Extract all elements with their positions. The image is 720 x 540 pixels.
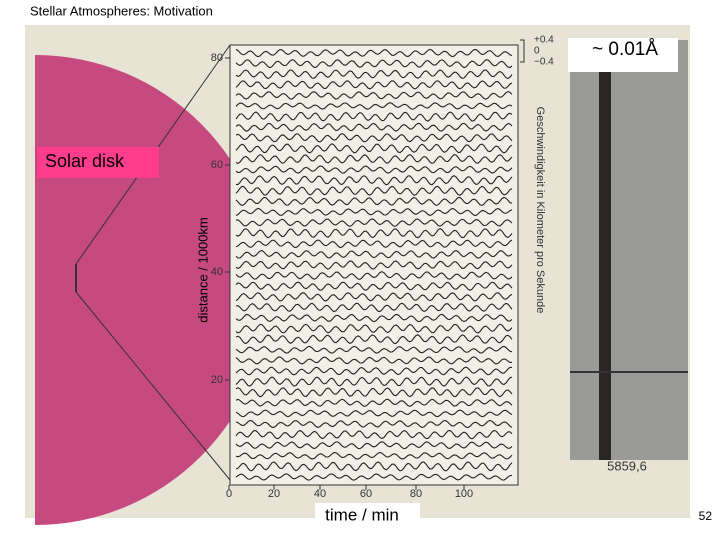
spectrum-panel xyxy=(570,40,688,460)
wavelength-label: 5859,6 xyxy=(607,458,647,473)
velocity-trace xyxy=(235,48,513,58)
zoom-line xyxy=(75,291,231,481)
velocity-trace xyxy=(235,409,513,418)
velocity-trace xyxy=(235,313,513,323)
scale-tick-label: +0.4 xyxy=(534,35,554,46)
velocity-trace xyxy=(235,387,513,398)
label-box xyxy=(568,38,678,72)
slide-title: Stellar Atmospheres: Motivation xyxy=(30,3,213,18)
velocity-trace xyxy=(235,376,513,387)
velocity-trace xyxy=(235,260,513,270)
disk-label: Solar disk xyxy=(45,151,125,171)
velocity-trace xyxy=(235,80,513,90)
absorption-line xyxy=(599,40,611,460)
y-tick-label: 20 xyxy=(211,374,223,386)
velocity-trace xyxy=(235,102,513,110)
x-tick-label: 100 xyxy=(455,488,473,500)
velocity-trace xyxy=(235,218,513,227)
scale-tick-label: 0 xyxy=(534,46,540,57)
velocity-trace xyxy=(235,356,513,365)
x-tick-label: 0 xyxy=(226,488,232,500)
scale-label: Geschwindigkeit in Kilometer pro Sekunde xyxy=(534,107,546,314)
x-tick-label: 40 xyxy=(314,488,326,500)
velocity-trace xyxy=(235,132,513,143)
velocity-trace xyxy=(235,419,513,429)
velocity-trace xyxy=(235,143,513,154)
x-tick-label: 20 xyxy=(268,488,280,500)
velocity-trace xyxy=(235,90,513,100)
velocity-trace xyxy=(235,302,513,313)
velocity-trace xyxy=(235,473,513,481)
spectrum-label: ~ 0.01Å xyxy=(592,39,658,60)
y-tick-label: 60 xyxy=(211,159,223,171)
velocity-trace xyxy=(235,461,513,472)
velocity-trace xyxy=(235,59,513,69)
velocity-trace xyxy=(235,345,513,354)
scale-tick-label: −0.4 xyxy=(534,57,554,68)
x-axis-label: time / min xyxy=(325,505,399,524)
velocity-trace xyxy=(235,153,513,165)
y-tick-label: 80 xyxy=(211,52,223,64)
label-box xyxy=(315,503,420,528)
velocity-trace xyxy=(235,323,513,334)
scale-bracket xyxy=(520,39,525,63)
velocity-trace xyxy=(235,122,513,132)
velocity-trace xyxy=(235,165,513,174)
velocity-trace xyxy=(235,249,513,259)
velocity-trace xyxy=(235,334,513,345)
label-box xyxy=(37,147,159,178)
x-tick-label: 80 xyxy=(410,488,422,500)
velocity-trace xyxy=(235,175,513,186)
velocity-trace xyxy=(235,271,513,280)
velocity-trace xyxy=(235,239,513,249)
velocity-trace xyxy=(235,207,513,216)
velocity-trace xyxy=(235,398,513,407)
x-tick-label: 60 xyxy=(360,488,372,500)
velocity-trace xyxy=(235,281,513,291)
velocity-trace xyxy=(235,69,513,80)
page-number: 52 xyxy=(699,509,713,523)
y-axis-label: distance / 1000km xyxy=(195,217,210,323)
velocity-trace xyxy=(235,227,513,239)
velocity-trace xyxy=(235,429,513,440)
velocity-trace xyxy=(235,111,513,122)
velocity-trace xyxy=(235,441,513,450)
velocity-traces xyxy=(235,48,513,481)
y-tick-label: 40 xyxy=(211,266,223,278)
velocity-trace xyxy=(235,196,513,207)
velocity-trace xyxy=(235,366,512,376)
velocity-trace xyxy=(235,185,513,196)
velocity-trace xyxy=(235,292,513,302)
velocity-trace xyxy=(235,451,513,460)
